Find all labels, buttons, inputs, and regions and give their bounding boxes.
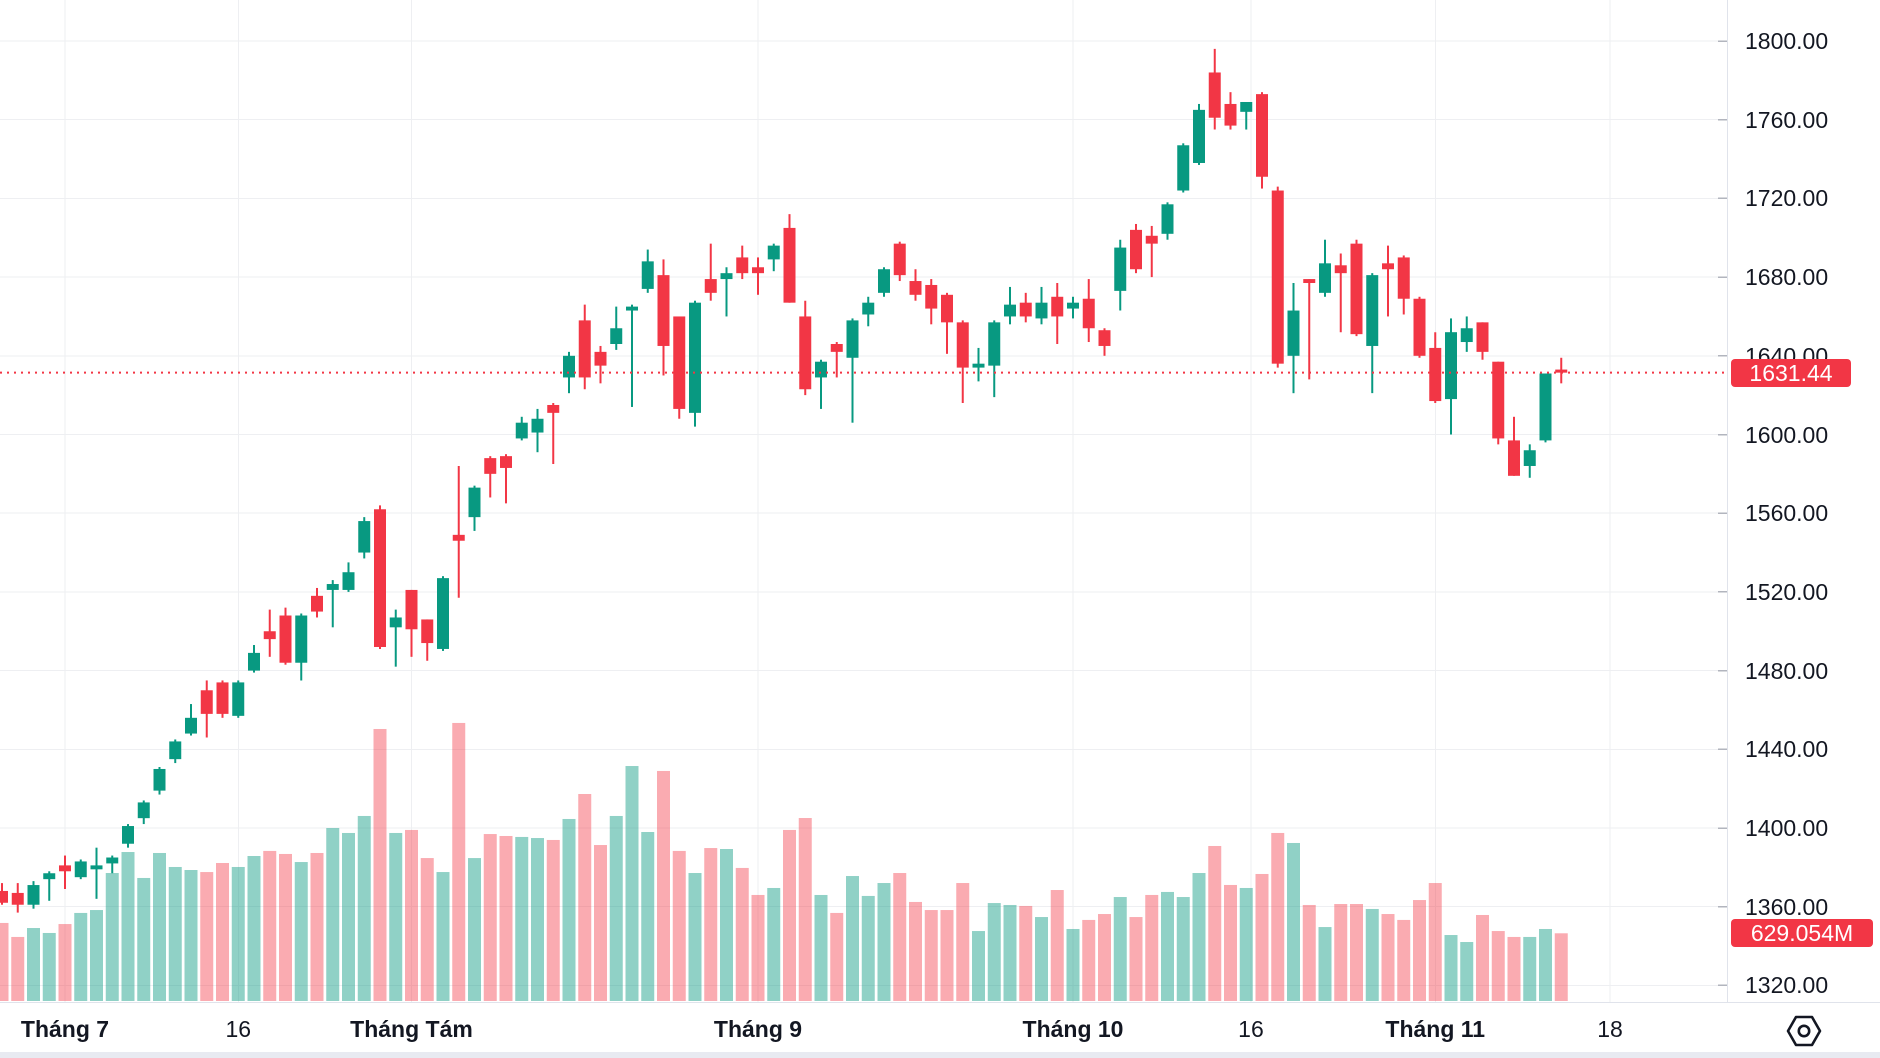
time-tick-label: Tháng Tám (350, 1016, 473, 1042)
time-tick-label: 16 (225, 1016, 252, 1042)
time-tick-label: 18 (1597, 1016, 1623, 1042)
price-tick-label: 1720.00 (1745, 185, 1829, 212)
candlestick-volume-chart[interactable] (0, 0, 1727, 1002)
last-price-label: 1631.44 (1731, 358, 1851, 387)
time-tick-label: Tháng 10 (1022, 1016, 1124, 1042)
price-tick-label: 1360.00 (1745, 893, 1829, 920)
time-tick-label: 16 (1238, 1016, 1264, 1042)
time-axis[interactable]: Tháng 7 16 Tháng Tám Tháng 9 Tháng 10 16 Tháng… (0, 1002, 1880, 1058)
time-tick-label: Tháng 7 (20, 1016, 110, 1042)
price-tick-label: 1480.00 (1745, 657, 1829, 684)
price-tick-label: 1400.00 (1745, 815, 1829, 841)
price-tick-label: 1600.00 (1745, 421, 1829, 448)
price-tick-label: 1560.00 (1745, 500, 1829, 527)
price-tick-label: 1760.00 (1745, 106, 1829, 133)
price-tick-label: 1440.00 (1745, 736, 1829, 763)
price-tick-label: 1800.00 (1745, 28, 1829, 54)
price-axis[interactable]: 1631.44 629.054M 1800.00 1760.00 1720.00 16… (1727, 0, 1880, 1002)
last-volume-label: 629.054M (1731, 919, 1873, 948)
price-tick-label: 1320.00 (1745, 972, 1829, 999)
bottom-edge-strip (0, 1052, 1880, 1058)
hexagon-logo-icon[interactable] (1786, 1013, 1822, 1049)
price-tick-label: 1520.00 (1745, 578, 1829, 605)
price-tick-label: 1680.00 (1745, 264, 1829, 291)
time-tick-label: Tháng 9 (713, 1016, 803, 1042)
time-tick-label: Tháng 11 (1385, 1016, 1486, 1042)
